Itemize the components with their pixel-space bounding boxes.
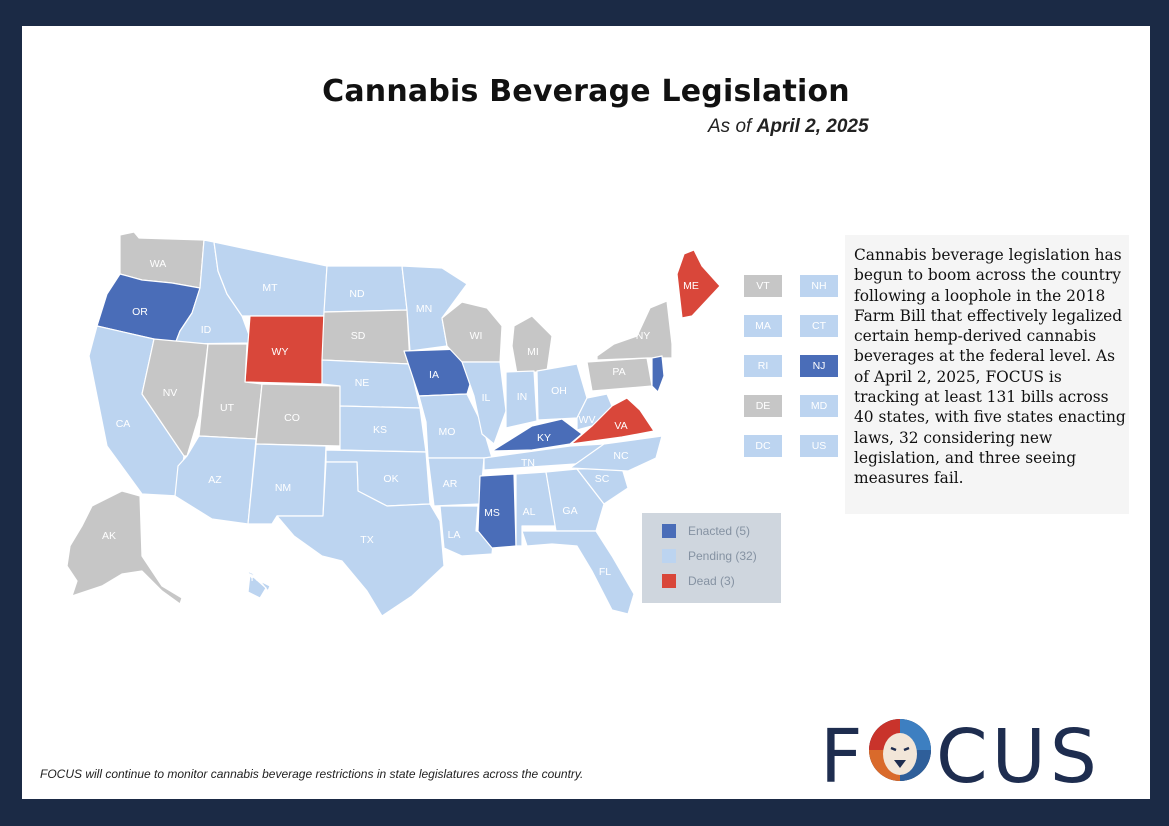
- page-subtitle: As of April 2, 2025: [708, 116, 869, 138]
- logo-letters-cus: CUS: [936, 714, 1101, 790]
- label-LA: LA: [448, 529, 461, 541]
- label-WI: WI: [470, 330, 483, 342]
- state-FL[interactable]: [521, 530, 635, 615]
- label-IL: IL: [482, 392, 491, 404]
- small-state-nj[interactable]: NJ: [800, 355, 838, 377]
- legend-swatch-enacted: [662, 524, 676, 538]
- label-MN: MN: [416, 303, 432, 315]
- label-MS: MS: [484, 507, 500, 519]
- label-ND: ND: [349, 288, 365, 300]
- legend-item-dead: Dead (3): [662, 573, 735, 589]
- label-MT: MT: [262, 282, 278, 294]
- label-HI: HI: [251, 572, 262, 584]
- label-CO: CO: [284, 412, 300, 424]
- label-OR: OR: [132, 306, 148, 318]
- small-state-md[interactable]: MD: [800, 395, 838, 417]
- legend-swatch-pending: [662, 549, 676, 563]
- small-state-de[interactable]: DE: [744, 395, 782, 417]
- label-AL: AL: [523, 506, 536, 518]
- label-NM: NM: [275, 482, 291, 494]
- state-HI[interactable]: [246, 570, 271, 599]
- legend-item-pending: Pending (32): [662, 548, 757, 564]
- label-KY: KY: [537, 432, 551, 444]
- state-GA[interactable]: [545, 468, 605, 532]
- label-TX: TX: [360, 534, 373, 546]
- legend-swatch-dead: [662, 574, 676, 588]
- label-IA: IA: [429, 369, 439, 381]
- label-SD: SD: [351, 330, 366, 342]
- label-ID: ID: [201, 324, 212, 336]
- state-IN[interactable]: [505, 370, 538, 429]
- subtitle-date: April 2, 2025: [756, 116, 869, 137]
- state-ME[interactable]: [676, 249, 721, 319]
- label-WV: WV: [579, 414, 596, 426]
- state-labels: WA OR CA ID NV MT WY UT CO AZ NM ND SD N…: [102, 258, 699, 584]
- infographic-card: Cannabis Beverage Legislation As of Apri…: [22, 26, 1150, 799]
- state-NC[interactable]: [569, 435, 663, 472]
- label-AK: AK: [102, 530, 116, 542]
- label-KS: KS: [373, 424, 387, 436]
- small-state-nh[interactable]: NH: [800, 275, 838, 297]
- label-GA: GA: [562, 505, 577, 517]
- state-IL[interactable]: [461, 361, 507, 445]
- state-NJ[interactable]: [651, 355, 665, 393]
- info-text-box: Cannabis beverage legislation has begun …: [845, 235, 1129, 514]
- label-AR: AR: [443, 478, 458, 490]
- label-TN: TN: [521, 457, 535, 469]
- state-MS[interactable]: [477, 473, 517, 549]
- small-state-vt[interactable]: VT: [744, 275, 782, 297]
- legend-label-pending: Pending (32): [688, 549, 757, 563]
- legend-label-enacted: Enacted (5): [688, 524, 751, 538]
- label-NV: NV: [163, 387, 178, 399]
- label-SC: SC: [595, 473, 610, 485]
- small-state-us[interactable]: US: [800, 435, 838, 457]
- label-CA: CA: [116, 418, 131, 430]
- label-NY: NY: [636, 330, 651, 342]
- subtitle-prefix: As of: [708, 116, 752, 137]
- state-WI[interactable]: [441, 301, 503, 363]
- state-WV[interactable]: [576, 393, 613, 431]
- small-state-ct[interactable]: CT: [800, 315, 838, 337]
- legend-item-enacted: Enacted (5): [662, 523, 750, 539]
- label-NC: NC: [613, 450, 629, 462]
- label-WA: WA: [150, 258, 167, 270]
- label-PA: PA: [612, 366, 625, 378]
- label-OH: OH: [551, 385, 567, 397]
- state-AK[interactable]: [66, 490, 183, 605]
- label-AZ: AZ: [208, 474, 222, 486]
- footnote: FOCUS will continue to monitor cannabis …: [40, 767, 584, 781]
- small-state-ma[interactable]: MA: [744, 315, 782, 337]
- label-NE: NE: [355, 377, 370, 389]
- state-TX[interactable]: [276, 461, 445, 617]
- us-map: WA OR CA ID NV MT WY UT CO AZ NM ND SD N…: [66, 231, 721, 617]
- label-FL: FL: [599, 566, 611, 578]
- focus-logo: F CUS: [820, 714, 1101, 790]
- label-WY: WY: [272, 346, 289, 358]
- label-OK: OK: [383, 473, 398, 485]
- lion-icon: [869, 719, 931, 781]
- logo-letter-f: F: [820, 714, 867, 790]
- state-ND[interactable]: [323, 265, 408, 313]
- label-MO: MO: [439, 426, 456, 438]
- state-NY[interactable]: [596, 300, 673, 361]
- small-state-ri[interactable]: RI: [744, 355, 782, 377]
- label-IN: IN: [517, 391, 528, 403]
- label-VA: VA: [614, 420, 627, 432]
- small-state-dc[interactable]: DC: [744, 435, 782, 457]
- legend-label-dead: Dead (3): [688, 574, 735, 588]
- page-title: Cannabis Beverage Legislation: [322, 74, 850, 109]
- label-MI: MI: [527, 346, 539, 358]
- state-SD[interactable]: [321, 309, 411, 365]
- label-UT: UT: [220, 402, 235, 414]
- map-legend: Enacted (5) Pending (32) Dead (3): [642, 513, 781, 603]
- label-ME: ME: [683, 280, 699, 292]
